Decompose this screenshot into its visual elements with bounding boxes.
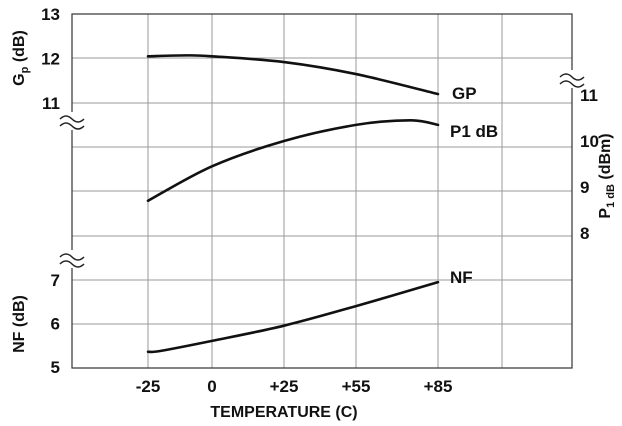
series-line-p1-db — [146, 118, 440, 203]
gp-axis-title-main: G — [11, 73, 28, 85]
break-nf-left-lower — [59, 260, 85, 268]
x-tick-label: +55 — [342, 377, 371, 396]
series-label-gp: GP — [452, 84, 477, 103]
x-tick-label: 0 — [207, 377, 216, 396]
series-lines — [146, 54, 440, 354]
p1db-axis-title-main: P — [597, 208, 614, 219]
series-line-nf — [146, 280, 440, 354]
x-tick-label: +25 — [270, 377, 299, 396]
break-p1-right-lower — [559, 80, 585, 88]
gp-axis-title-sub: p — [19, 66, 31, 73]
x-axis-title: TEMPERATURE (C) — [210, 404, 357, 421]
p1db-tick-label: 9 — [580, 178, 589, 197]
nf-tick-label: 7 — [51, 271, 60, 290]
x-tick-label: -25 — [136, 377, 161, 396]
gp-axis-title-unit: (dB) — [11, 30, 28, 66]
p1db-tick-label: 10 — [580, 132, 599, 151]
nf-tick-label: 6 — [51, 315, 60, 334]
nf-tick-label: 5 — [51, 358, 60, 377]
p1db-tick-label: 8 — [580, 224, 589, 243]
plot-frame — [71, 13, 573, 369]
p1db-axis-title: P1 dB (dBm) — [597, 133, 617, 218]
axis-break-marks — [58, 70, 586, 268]
series-label-p1-db: P1 dB — [450, 122, 498, 141]
break-nf-left-upper — [59, 253, 85, 261]
p1db-tick-label: 11 — [580, 86, 598, 105]
break-p1-right-upper — [559, 73, 585, 81]
break-gp-left-upper — [59, 115, 85, 123]
p1db-axis-title-sub: 1 dB — [605, 184, 617, 208]
gp-axis-title: Gp (dB) — [11, 30, 31, 86]
series-label-nf: NF — [450, 268, 473, 287]
x-tick-label: +85 — [424, 377, 453, 396]
gp-tick-label: 13 — [41, 5, 60, 24]
gp-tick-label: 12 — [41, 50, 60, 69]
gp-tick-label: 11 — [42, 94, 60, 113]
p1db-axis-title-unit: (dBm) — [597, 133, 614, 184]
series-line-gp — [146, 54, 440, 96]
nf-axis-title: NF (dB) — [11, 295, 28, 353]
chart-grid — [71, 13, 573, 369]
break-gp-left-lower — [59, 122, 85, 130]
